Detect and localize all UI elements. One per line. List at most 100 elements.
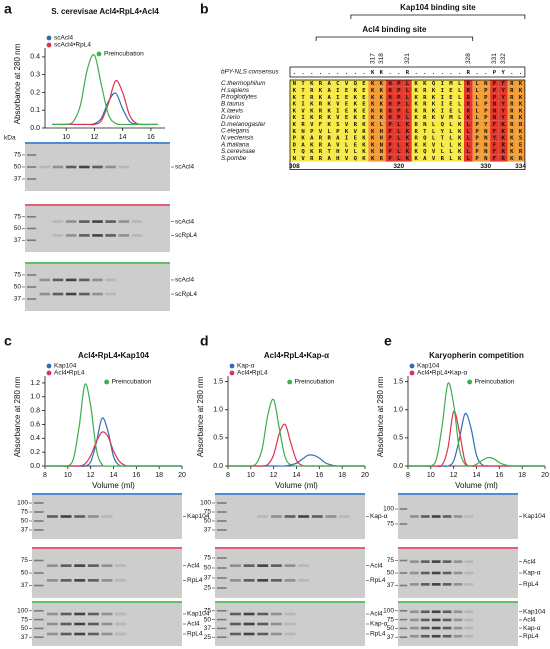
residue-cell [516,114,525,121]
gel-band [442,618,452,622]
residue: L [397,129,401,135]
residue-cell [368,134,377,142]
marker-band [26,178,37,180]
residue: L [432,129,436,135]
residue-cell [464,148,473,155]
y-tick-label: 0.5 [393,435,403,442]
consensus-residue: P [493,70,497,76]
residue: L [458,81,462,87]
marker-band [34,502,44,504]
band-label: Kap-α [370,621,388,628]
marker-band [26,298,37,300]
residue-cell [316,127,325,135]
band-label: scRpL4 [175,291,197,298]
consensus-label: bPY-NLS consensus [221,69,279,76]
residue-cell [290,80,299,87]
marker-band [26,166,37,168]
gel-band [131,220,143,223]
residue-cell [490,80,499,87]
residue-cell [507,134,517,142]
gel-band [453,610,463,614]
panel-label: e [384,333,392,349]
consensus-residue: . [475,70,478,76]
residue-cell [420,154,430,162]
legend-label: Kap104 [54,363,77,370]
residue-cell [498,80,508,87]
residue-cell [472,114,482,121]
residue-cell [429,80,438,87]
y-tick-label: 0.5 [213,435,223,442]
residue-cell [394,107,404,114]
x-tick-label: 16 [132,472,140,479]
residue-cell [359,80,369,87]
ladder-label: 37 [204,625,212,632]
residue: K [371,149,375,155]
residue: R [519,149,523,155]
gel-band [431,560,441,563]
gel-band [87,632,99,636]
residue-cell [411,127,421,135]
ladder-label: 75 [14,272,22,279]
residue-cell [420,120,430,128]
residue: P [336,129,340,135]
residue: K [380,108,384,114]
residue: F [493,129,497,135]
residue: K [371,95,375,101]
residue: K [293,102,297,108]
residue-cell [333,134,343,142]
residue-cell [290,134,299,142]
residue: Q [354,81,358,87]
residue-cell [429,127,438,135]
residue: N [484,129,488,135]
band-label: Acl4 [187,621,200,628]
residue: R [467,102,471,108]
gel-band [453,583,463,586]
residue: T [301,95,305,101]
residue-cell [385,100,395,108]
residue: K [345,129,349,135]
residue: L [458,88,462,94]
legend-label: Preincubation [104,51,144,58]
marker-band [217,627,227,630]
residue: K [458,136,462,142]
consensus-residue: . [301,70,304,76]
ladder-label: 50 [204,565,212,572]
residue-cell [472,154,482,162]
residue-cell [507,148,517,155]
residue: K [414,81,418,87]
residue: I [345,136,348,142]
marker-band [34,559,44,562]
gel-band [101,564,113,567]
residue-cell [394,141,404,148]
residue: L [345,142,349,148]
residue: K [362,142,366,148]
residue-cell [490,127,499,135]
residue-cell [446,107,456,114]
residue: K [467,115,471,121]
residue-cell [490,93,499,101]
species-name: X.laevis [220,107,244,114]
residue-cell [472,141,482,148]
residue: L [397,136,401,142]
panel-label: a [4,1,12,17]
band-label: Acl4 [187,562,200,569]
gel-band [52,165,64,169]
residue-cell [455,80,464,87]
residue-cell [455,141,464,148]
residue: E [345,115,348,121]
y-tick-label: 0.0 [213,463,223,470]
residue-cell [455,93,464,101]
residue: K [310,142,314,148]
gel-band [420,610,430,614]
gel-band [453,634,463,638]
gel-band [420,571,430,575]
residue: P [493,88,497,94]
residue: K [293,115,297,121]
gel-band [431,626,441,630]
residue: K [414,88,418,94]
residue: L [406,115,410,121]
residue: K [519,95,523,101]
residue-cell [342,114,351,121]
position-number: 321 [404,53,411,64]
x-tick-label: 10 [64,472,72,479]
